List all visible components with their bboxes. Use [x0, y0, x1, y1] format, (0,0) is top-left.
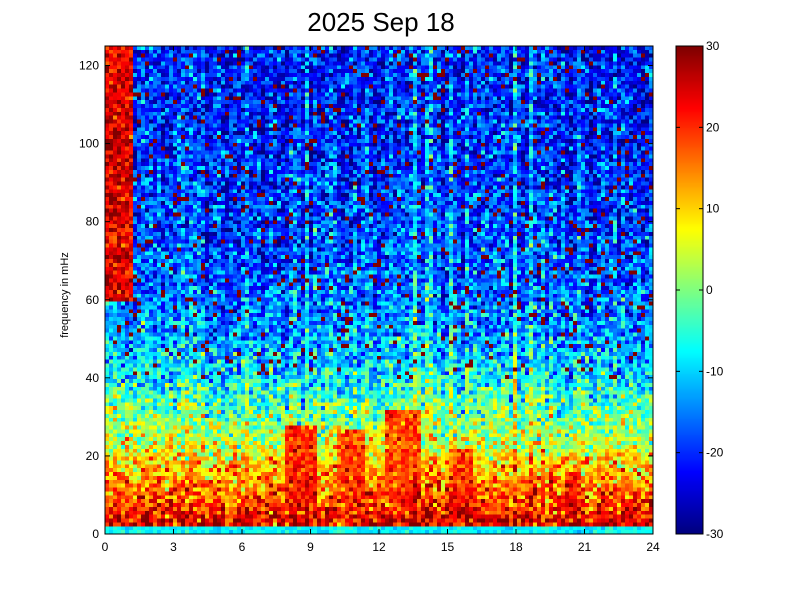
y-tick-label: 0 — [92, 527, 99, 541]
spectrogram-heatmap — [105, 46, 653, 534]
x-tick-label: 15 — [441, 540, 455, 554]
x-tick-label: 21 — [578, 540, 592, 554]
chart-title: 2025 Sep 18 — [307, 7, 454, 37]
x-tick-label: 9 — [307, 540, 314, 554]
colorbar-ticks: 30 20 10 0 -10 -20 -30 — [676, 39, 724, 541]
x-tick-label: 6 — [239, 540, 246, 554]
y-tick-label: 120 — [79, 59, 99, 73]
colorbar-tick-label: 30 — [706, 39, 720, 53]
y-tick-label: 20 — [86, 449, 100, 463]
y-tick-label: 80 — [86, 215, 100, 229]
spectrogram-plot — [104, 45, 654, 535]
y-tick-label: 100 — [79, 137, 99, 151]
y-tick-label: 40 — [86, 371, 100, 385]
y-axis: 0 20 40 60 80 100 120 — [79, 59, 653, 541]
x-axis: 0 3 6 9 12 15 18 21 24 — [102, 46, 660, 554]
colorbar-tick-label: 20 — [706, 120, 720, 134]
y-tick-label: 60 — [86, 293, 100, 307]
x-tick-label: 12 — [372, 540, 386, 554]
x-tick-label: 0 — [102, 540, 109, 554]
colorbar-tick-label: -10 — [706, 364, 724, 378]
y-axis-label: frequency in mHz — [59, 252, 71, 338]
x-tick-label: 3 — [170, 540, 177, 554]
colorbar: 30 20 10 0 -10 -20 -30 — [675, 39, 724, 541]
colorbar-tick-label: 10 — [706, 202, 720, 216]
colorbar-tick-label: -30 — [706, 527, 724, 541]
colorbar-gradient — [676, 46, 703, 534]
colorbar-tick-label: 0 — [706, 283, 713, 297]
x-tick-label: 18 — [509, 540, 523, 554]
x-tick-label: 24 — [646, 540, 660, 554]
colorbar-tick-label: -20 — [706, 446, 724, 460]
